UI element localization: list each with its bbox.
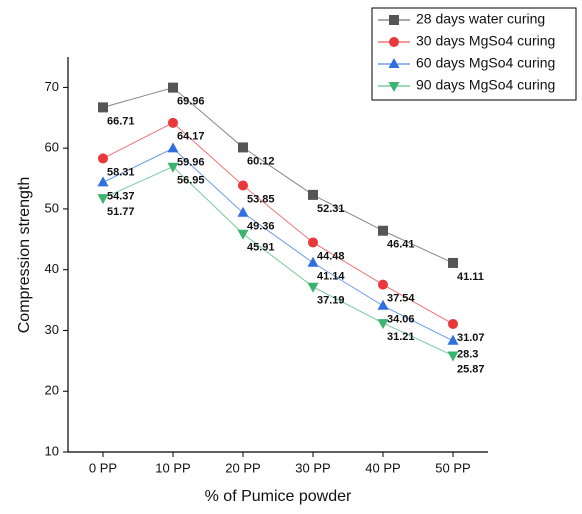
x-tick-label: 40 PP: [365, 460, 400, 475]
legend: 28 days water curing 30 days MgSo4 curing…: [371, 7, 577, 101]
marker: [97, 194, 109, 205]
marker: [307, 256, 319, 267]
value-label: 44.48: [317, 250, 345, 262]
value-label: 53.85: [247, 193, 275, 205]
marker: [447, 351, 459, 362]
x-axis-label: % of Pumice powder: [205, 488, 352, 505]
value-label: 41.11: [457, 271, 484, 283]
marker: [238, 142, 248, 153]
value-label: 46.41: [387, 239, 415, 251]
legend-marker: [389, 37, 399, 47]
y-tick-label: 10: [45, 443, 59, 458]
value-label: 69.96: [177, 96, 205, 108]
y-tick-label: 40: [45, 261, 59, 276]
series-line: [102, 147, 454, 342]
legend-marker: [388, 82, 400, 92]
value-label: 28.3: [457, 349, 478, 361]
value-label: 49.36: [247, 221, 275, 233]
value-label: 25.87: [457, 363, 485, 375]
x-tick-label: 50 PP: [435, 460, 470, 475]
legend-label: 90 days MgSo4 curing: [416, 77, 555, 93]
value-label: 37.54: [387, 293, 415, 305]
y-tick-label: 20: [45, 383, 59, 398]
marker: [378, 279, 388, 290]
marker: [168, 117, 178, 128]
marker: [237, 229, 249, 240]
marker: [97, 176, 109, 187]
value-label: 58.31: [107, 166, 135, 178]
value-label: 31.07: [457, 332, 485, 344]
x-tick-label: 10 PP: [155, 460, 190, 475]
marker: [447, 334, 459, 345]
x-tick-label: 20 PP: [225, 460, 260, 475]
value-label: 45.91: [247, 242, 275, 254]
legend-box: [371, 7, 577, 101]
marker: [168, 82, 178, 93]
y-axis-label: Compression strength: [16, 177, 33, 334]
marker: [167, 142, 179, 153]
value-label: 52.31: [317, 203, 345, 215]
marker: [167, 162, 179, 173]
y-tick-label: 70: [45, 79, 59, 94]
marker: [448, 318, 458, 329]
marker: [377, 299, 389, 310]
legend-label: 28 days water curing: [416, 11, 545, 27]
value-label: 60.12: [247, 155, 275, 167]
series-line: [102, 87, 454, 264]
value-label: 37.19: [317, 295, 345, 307]
series-line: [102, 122, 454, 325]
value-label: 31.21: [387, 331, 415, 343]
marker: [448, 257, 458, 268]
x-tick-label: 30 PP: [295, 460, 330, 475]
marker: [238, 180, 248, 191]
marker: [308, 189, 318, 200]
legend-marker: [389, 15, 399, 25]
marker: [308, 237, 318, 248]
y-tick-label: 60: [45, 140, 59, 155]
legend-marker: [388, 58, 400, 68]
value-label: 34.06: [387, 314, 415, 326]
marker: [377, 319, 389, 330]
value-label: 66.71: [107, 115, 135, 127]
y-tick-label: 30: [45, 322, 59, 337]
legend-label: 30 days MgSo4 curing: [416, 33, 555, 49]
series-line: [102, 166, 454, 357]
marker: [98, 102, 108, 113]
value-label: 54.37: [107, 190, 135, 202]
marker: [237, 206, 249, 217]
marker: [98, 153, 108, 164]
value-label: 56.95: [177, 175, 205, 187]
value-label: 51.77: [107, 206, 135, 218]
marker: [378, 225, 388, 236]
value-label: 59.96: [177, 156, 205, 168]
x-tick-label: 0 PP: [89, 460, 117, 475]
value-label: 41.14: [317, 271, 345, 283]
legend-label: 60 days MgSo4 curing: [416, 55, 555, 71]
marker: [307, 282, 319, 293]
y-tick-label: 50: [45, 200, 59, 215]
value-label: 64.17: [177, 131, 205, 143]
